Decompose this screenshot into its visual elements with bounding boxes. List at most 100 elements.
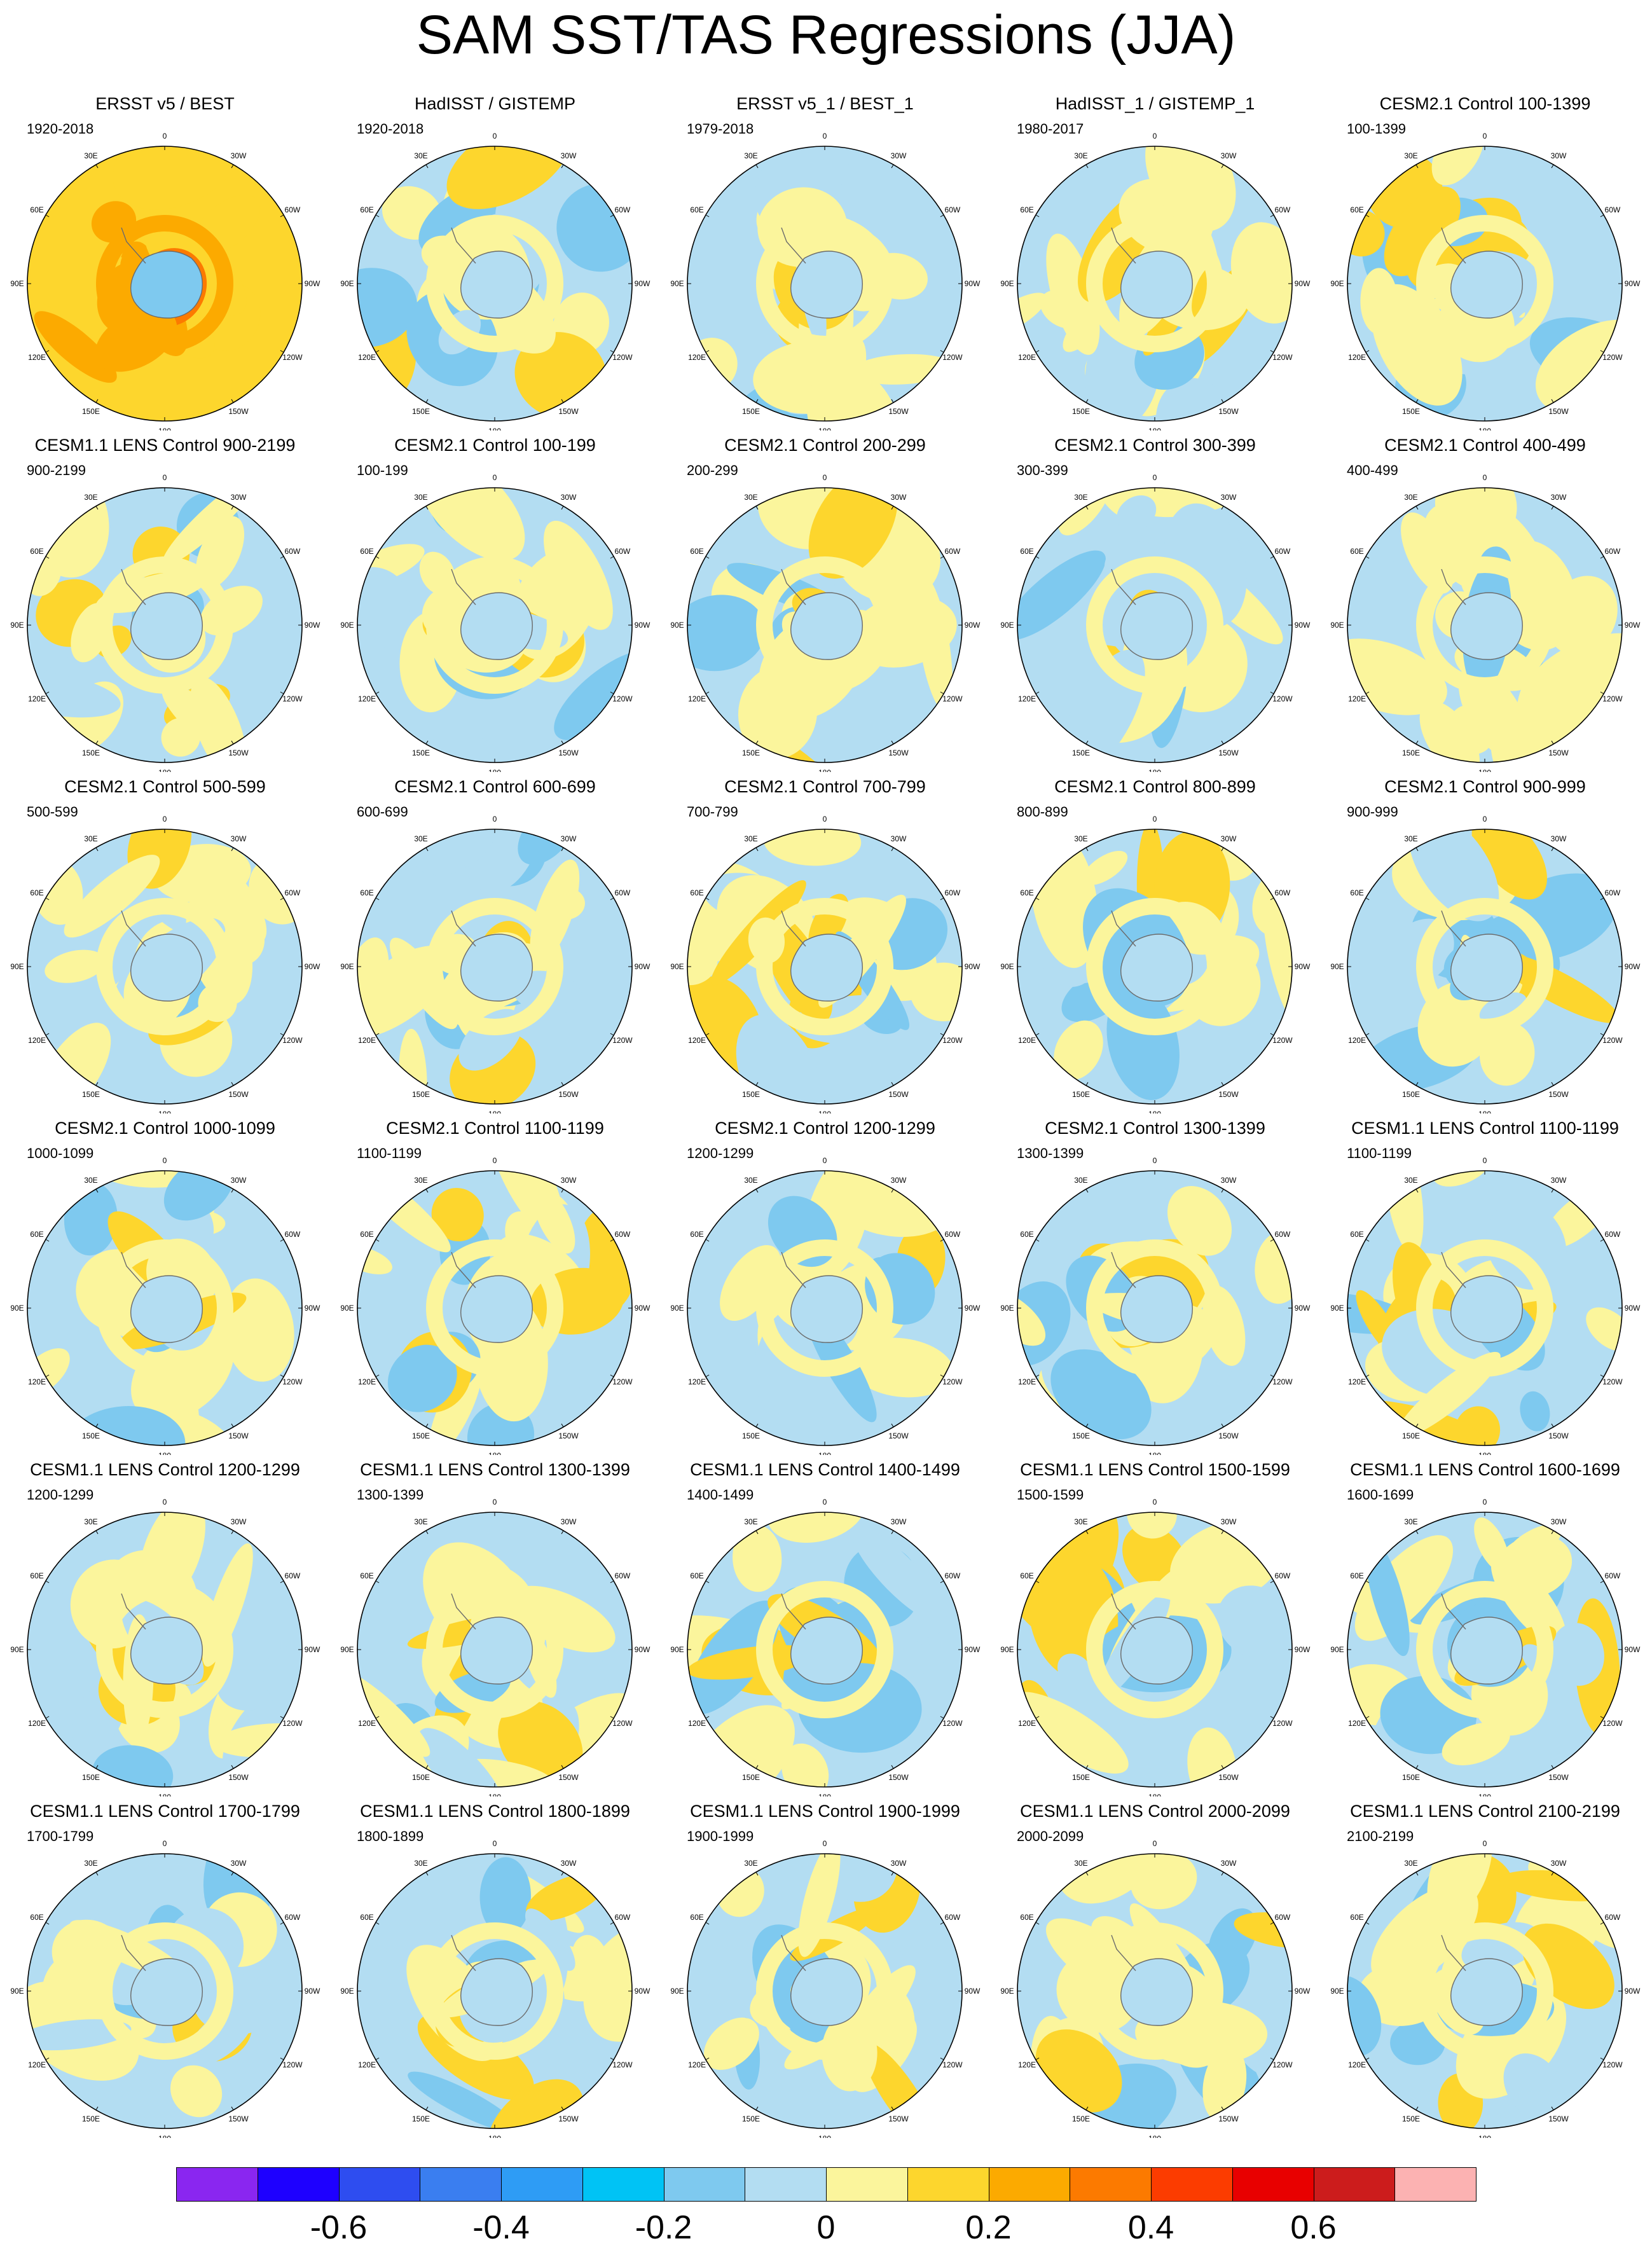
- longitude-label: 150W: [888, 1773, 909, 1782]
- anomaly-region: [1433, 1171, 1490, 1187]
- longitude-label: 150W: [228, 748, 249, 757]
- longitude-tick: [1221, 2106, 1224, 2111]
- longitude-tick: [610, 897, 614, 900]
- colorbar-tick-label: 0.4: [1127, 2209, 1174, 2246]
- panel-title: CESM1.1 LENS Control 900-2199: [34, 436, 296, 455]
- longitude-label: 60E: [30, 205, 43, 214]
- panel-title: CESM1.1 LENS Control 2000-2099: [1020, 1802, 1290, 1821]
- anomaly-region: [1520, 1391, 1550, 1431]
- longitude-label: 150E: [412, 1090, 430, 1099]
- longitude-label: 120E: [1018, 1036, 1036, 1045]
- longitude-label: 120W: [282, 353, 303, 362]
- longitude-tick: [940, 1033, 944, 1036]
- longitude-label: 60W: [1275, 547, 1291, 556]
- map-panel: CESM2.1 Control 300-399 300-399 0 30E 60E 90E…: [990, 431, 1320, 772]
- longitude-label: 120E: [28, 353, 46, 362]
- longitude-tick: [755, 2106, 759, 2111]
- longitude-tick: [705, 350, 710, 353]
- longitude-tick: [1270, 556, 1274, 559]
- longitude-tick: [1415, 164, 1419, 169]
- longitude-label: 90W: [965, 621, 981, 630]
- longitude-tick: [1551, 1189, 1554, 1193]
- anomaly-ring: [426, 556, 563, 694]
- longitude-tick: [1221, 1423, 1224, 1428]
- map-panel: CESM1.1 LENS Control 1900-1999 1900-1999 0…: [660, 1796, 990, 2138]
- longitude-label: 60E: [1350, 205, 1363, 214]
- polar-map: 0 30E 60E 90E 120E 150E 180 150W 120W 90W 60W 30W: [340, 1498, 650, 1796]
- map-panel: CESM1.1 LENS Control 1700-1799 1700-1799 0…: [0, 1796, 330, 2138]
- anomaly-region: [1427, 1854, 1492, 1920]
- longitude-tick: [231, 164, 234, 169]
- anomaly-region: [1503, 2053, 1565, 2120]
- longitude-label: 30W: [1551, 1176, 1567, 1185]
- peninsula-coastline: [451, 227, 476, 264]
- anomaly-region: [1017, 550, 1106, 640]
- longitude-label: 60W: [285, 1913, 301, 1922]
- longitude-label: 150E: [1402, 748, 1420, 757]
- longitude-label: 120E: [1348, 1036, 1366, 1045]
- longitude-tick: [891, 847, 894, 852]
- peninsula-coastline: [1441, 910, 1466, 947]
- peninsula-coastline: [781, 910, 806, 947]
- longitude-label: 150E: [1402, 1431, 1420, 1440]
- longitude-label: 150W: [558, 1090, 579, 1099]
- longitude-label: 60W: [1605, 205, 1621, 214]
- anomaly-ring: [426, 1581, 563, 1718]
- longitude-label: 180: [158, 1110, 171, 1114]
- longitude-label: 60E: [1020, 1230, 1033, 1239]
- longitude-label: 120E: [358, 2060, 376, 2069]
- longitude-label: 60E: [1020, 1571, 1033, 1580]
- longitude-label: 120W: [612, 353, 633, 362]
- longitude-label: 120E: [1348, 1377, 1366, 1386]
- longitude-tick: [1270, 2057, 1274, 2060]
- longitude-label: 30W: [891, 834, 907, 843]
- longitude-tick: [561, 399, 564, 403]
- longitude-tick: [1085, 1423, 1089, 1428]
- longitude-label: 120W: [1272, 1377, 1293, 1386]
- longitude-tick: [1365, 556, 1370, 559]
- longitude-tick: [280, 1580, 284, 1583]
- longitude-label: 90W: [1295, 1304, 1311, 1313]
- colorbar-box: [176, 2167, 258, 2202]
- longitude-label: 150W: [1548, 1773, 1569, 1782]
- longitude-label: 120E: [358, 1377, 376, 1386]
- longitude-tick: [940, 1922, 944, 1925]
- longitude-label: 90W: [1625, 1304, 1641, 1313]
- longitude-label: 150E: [82, 407, 100, 416]
- longitude-label: 30E: [1404, 834, 1417, 843]
- longitude-label: 120E: [688, 1719, 706, 1728]
- longitude-label: 90E: [1000, 621, 1014, 630]
- anomaly-region: [387, 1344, 457, 1412]
- longitude-tick: [95, 399, 99, 403]
- longitude-tick: [755, 740, 759, 745]
- longitude-label: 120W: [612, 1036, 633, 1045]
- longitude-label: 60E: [30, 1913, 43, 1922]
- longitude-label: 60W: [945, 1913, 961, 1922]
- longitude-label: 60W: [285, 1230, 301, 1239]
- anomaly-region: [65, 1405, 186, 1445]
- anomaly-region: [95, 570, 209, 614]
- longitude-label: 60E: [690, 1913, 703, 1922]
- anomaly-region: [195, 516, 245, 590]
- longitude-label: 120W: [1272, 2060, 1293, 2069]
- peninsula-coastline: [781, 1934, 806, 1971]
- longitude-label: 0: [1153, 815, 1157, 824]
- longitude-label: 60W: [945, 1230, 961, 1239]
- longitude-label: 0: [1483, 132, 1487, 141]
- panel-period: 400-499: [1347, 462, 1398, 478]
- polar-map: 0 30E 60E 90E 120E 150E 180 150W 120W 90W 60W 30W: [670, 1156, 981, 1455]
- longitude-label: 120W: [612, 694, 633, 703]
- longitude-tick: [280, 350, 284, 353]
- panel-title: CESM1.1 LENS Control 1900-1999: [690, 1802, 960, 1821]
- panel-title: CESM1.1 LENS Control 1600-1699: [1350, 1460, 1620, 1479]
- anomaly-ring: [426, 215, 563, 352]
- longitude-label: 0: [163, 473, 167, 482]
- polar-map: 0 30E 60E 90E 120E 150E 180 150W 120W 90W 60W 30W: [1000, 473, 1311, 772]
- antarctica-coastline: [790, 934, 863, 1002]
- antarctica-coastline: [130, 1275, 203, 1343]
- longitude-tick: [1270, 897, 1274, 900]
- anomaly-region: [720, 1245, 781, 1321]
- anomaly-region: [738, 666, 818, 759]
- longitude-tick: [1035, 2057, 1040, 2060]
- longitude-label: 60W: [1275, 1230, 1291, 1239]
